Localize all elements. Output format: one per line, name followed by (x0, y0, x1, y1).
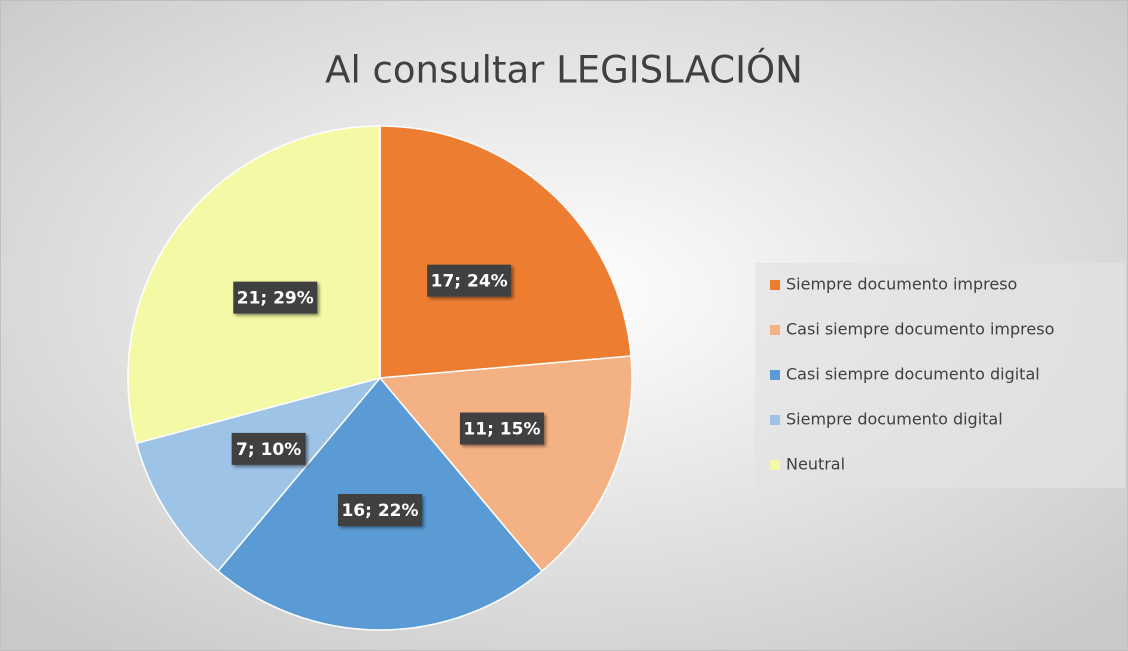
legend-swatch (770, 325, 780, 335)
pie-slice (378, 355, 633, 573)
data-label: 7; 10% (236, 440, 301, 460)
data-label-box (338, 494, 422, 526)
legend-box (755, 263, 1125, 488)
legend-swatch (770, 460, 780, 470)
pie-slice (379, 125, 632, 379)
data-label: 17; 24% (431, 272, 508, 292)
legend-label: Casi siempre documento impreso (786, 320, 1054, 339)
data-label-box (231, 432, 306, 465)
legend-label: Siempre documento digital (786, 410, 1003, 429)
legend-swatch (770, 370, 780, 380)
data-label-box (459, 412, 544, 445)
legend-label: Siempre documento impreso (786, 275, 1017, 294)
legend-swatch (770, 280, 780, 290)
legend-label: Neutral (786, 455, 845, 474)
data-label-box (427, 264, 512, 297)
legend-swatch (770, 415, 780, 425)
data-label-box (233, 281, 318, 314)
chart-title: Al consultar LEGISLACIÓN (325, 48, 803, 92)
pie-slice (135, 376, 383, 573)
data-label: 16; 22% (341, 501, 418, 521)
data-label: 21; 29% (237, 289, 314, 309)
legend-label: Casi siempre documento digital (786, 365, 1040, 384)
data-label: 11; 15% (463, 420, 540, 440)
